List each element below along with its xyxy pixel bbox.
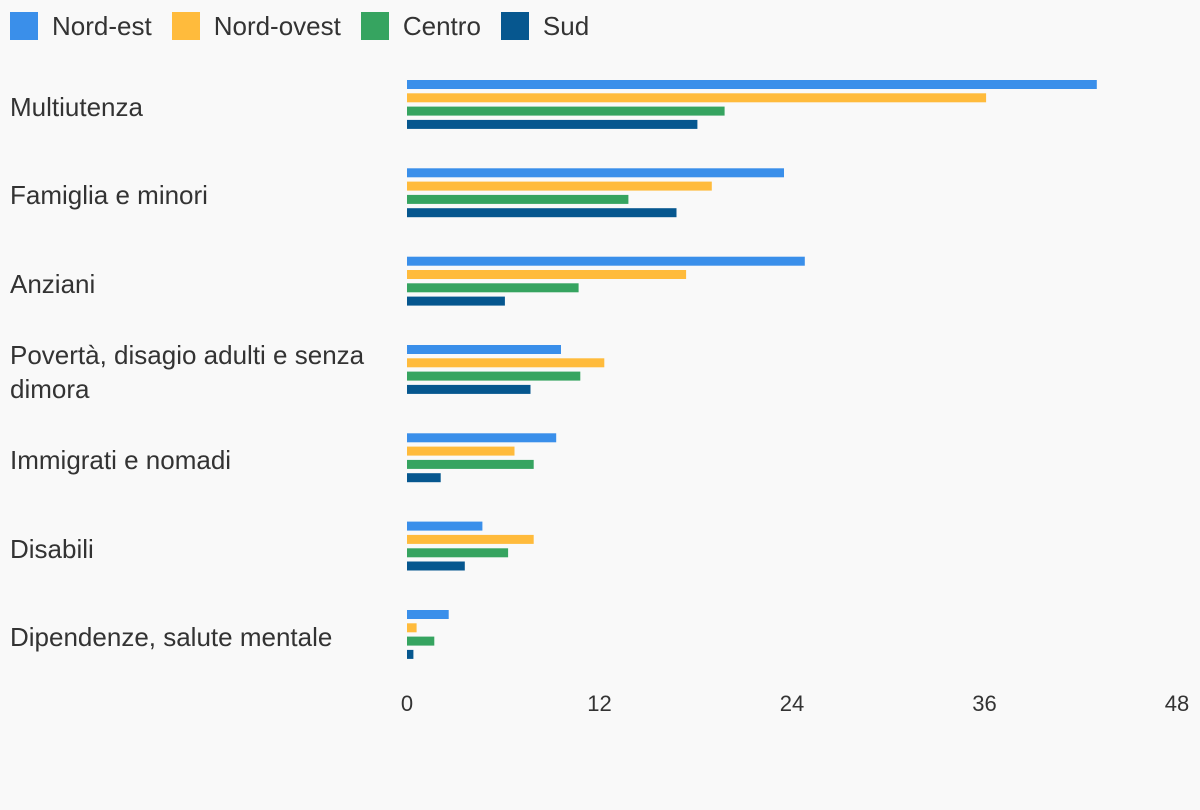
legend-swatch [10, 12, 38, 40]
x-tick-label: 24 [780, 691, 804, 716]
bar [407, 256, 805, 266]
legend-swatch [171, 12, 200, 40]
x-tick-label: 0 [401, 691, 413, 716]
bar [407, 548, 509, 558]
category-label: Famiglia e minori [10, 180, 208, 211]
category-label: Anziani [10, 268, 96, 299]
category-label: Dipendenze, salute mentale [10, 621, 333, 652]
bar [407, 433, 557, 443]
bar [407, 561, 465, 571]
legend-swatch [360, 12, 389, 40]
bar [407, 93, 987, 103]
bar [407, 371, 581, 381]
bar [407, 384, 531, 394]
category-label: Multiutenza [10, 92, 143, 122]
bar [407, 168, 784, 178]
x-tick-label: 36 [972, 691, 996, 716]
bar [407, 283, 579, 293]
bar [407, 345, 561, 354]
x-tick-label: 12 [587, 691, 611, 716]
bar [407, 534, 534, 544]
category-label: Povertà, disagio adulti e senza dimora [10, 339, 365, 404]
bar [407, 296, 505, 306]
legend-label: Nord-est [52, 10, 152, 41]
bar [407, 521, 483, 531]
bar [407, 80, 1097, 89]
category-label: Immigrati e nomadi [10, 445, 232, 476]
legend-label: Centro [402, 10, 481, 41]
bar [407, 208, 677, 218]
chart-legend: Nord-est Nord-ovest Centro Sud [10, 8, 609, 44]
bar [407, 636, 435, 646]
legend-item: Sud [500, 10, 590, 42]
bar [407, 459, 534, 469]
bar [407, 358, 605, 368]
bar [407, 649, 414, 659]
legend-label: Sud [542, 10, 590, 41]
bar [407, 446, 515, 456]
bar [407, 610, 449, 619]
x-tick-label: 48 [1165, 691, 1189, 716]
legend-label: Nord-ovest [213, 10, 341, 41]
bar [407, 270, 687, 279]
bar [407, 473, 441, 483]
bar [407, 106, 725, 116]
bar [407, 194, 629, 204]
legend-item: Nord-est [10, 11, 152, 42]
bar [407, 181, 712, 191]
bar [407, 623, 417, 633]
category-label: Disabili [10, 533, 94, 564]
legend-swatch [500, 12, 529, 40]
legend-item: Centro [360, 10, 481, 42]
legend-item: Nord-ovest [171, 10, 341, 42]
bar [407, 119, 698, 129]
